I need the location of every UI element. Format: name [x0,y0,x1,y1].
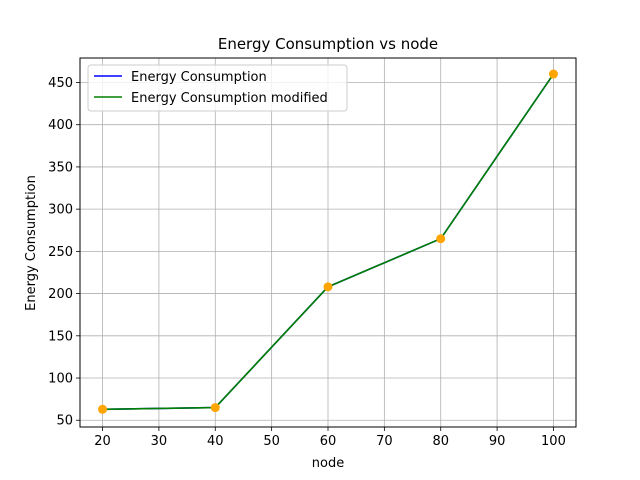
y-tick-label-50: 50 [56,414,73,429]
x-tick-label-20: 20 [94,434,111,449]
x-tick-label-80: 80 [432,434,449,449]
x-tick-label-40: 40 [207,434,224,449]
x-tick-label-100: 100 [541,434,566,449]
grid [80,58,576,427]
legend-label-energy-consumption-modified: Energy Consumption modified [131,91,328,106]
x-axis-ticks: 20 30 40 50 60 70 80 90 100 [94,427,566,449]
y-tick-label-350: 350 [48,160,73,175]
y-axis-label: Energy Consumption [24,175,39,311]
legend-box [87,64,348,112]
y-tick-label-400: 400 [48,118,73,133]
data-point-100 [548,69,558,79]
legend: Energy Consumption Energy Consumption mo… [87,64,348,112]
y-tick-label-250: 250 [48,245,73,260]
y-tick-label-100: 100 [48,372,73,387]
y-axis-ticks: 50 100 150 200 250 300 350 400 450 [48,76,80,429]
legend-label-energy-consumption: Energy Consumption [131,70,267,85]
data-point-20 [98,404,108,414]
x-tick-label-30: 30 [151,434,168,449]
data-markers [98,69,558,414]
data-point-80 [436,234,446,244]
x-tick-label-70: 70 [376,434,393,449]
y-tick-label-300: 300 [48,203,73,218]
x-axis-label: node [312,456,344,471]
y-tick-label-450: 450 [48,76,73,91]
x-tick-label-60: 60 [320,434,337,449]
y-tick-label-150: 150 [48,329,73,344]
chart-title: Energy Consumption vs node [218,35,438,53]
x-tick-label-50: 50 [263,434,280,449]
x-tick-label-90: 90 [489,434,506,449]
data-point-60 [323,282,333,292]
data-point-40 [210,403,220,413]
y-tick-label-200: 200 [48,287,73,302]
